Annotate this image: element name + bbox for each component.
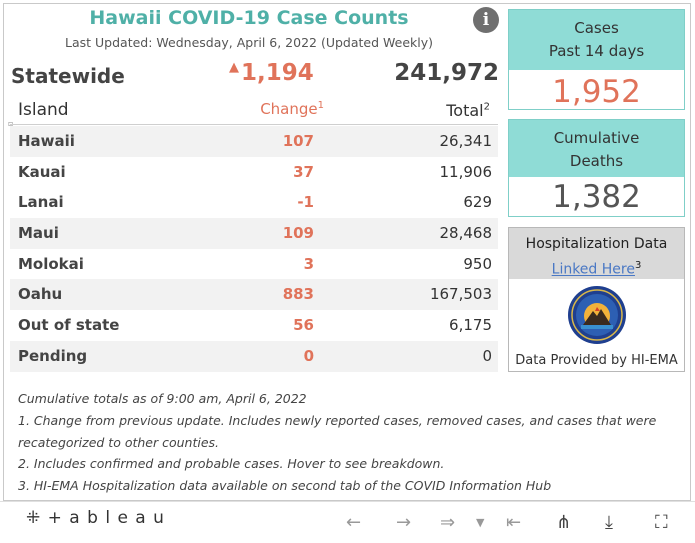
island-total: 0 [482, 346, 492, 365]
island-name: Lanai [18, 193, 64, 212]
statewide-change: ▲1,194 [229, 60, 314, 86]
redo-icon[interactable]: → [396, 512, 412, 533]
toolbar-divider [0, 501, 695, 502]
fullscreen-icon[interactable]: ⛶ [655, 512, 668, 533]
header-divider [10, 124, 498, 125]
hospitalization-header: Hospitalization Data Linked Here3 [509, 228, 684, 279]
cases-card-title: Cases [574, 19, 619, 37]
table-row[interactable]: Molokai 3 950 [10, 249, 498, 280]
island-name: Oahu [18, 285, 63, 304]
column-header-total-label: Total [446, 101, 484, 120]
table-row[interactable]: Lanai -1 629 [10, 187, 498, 218]
tableau-toolbar: ⁜ + a b l e a u ← → ⇒ ▼ ⇤ ⋔ ⤓ ⛶ [0, 502, 695, 543]
info-icon[interactable]: i [473, 7, 499, 33]
footnote-3-marker: 3 [634, 260, 642, 271]
footnote-1-marker: 1 [317, 100, 324, 111]
footnote-line: Cumulative totals as of 9:00 am, April 6… [18, 391, 307, 406]
island-change: 37 [293, 162, 314, 181]
undo-icon[interactable]: ← [346, 512, 362, 533]
tableau-logo[interactable]: ⁜ + a b l e a u [26, 508, 165, 528]
header-handle-icon: ▫ [8, 119, 13, 128]
cases-14-days-value: 1,952 [552, 74, 641, 110]
column-header-total: Total2 [446, 101, 490, 120]
statewide-change-value: 1,194 [241, 60, 314, 86]
deaths-card-title: Cumulative [553, 129, 640, 147]
island-change: 107 [282, 132, 314, 150]
island-change: 3 [303, 254, 314, 273]
dashboard-frame [3, 3, 691, 501]
table-row[interactable]: Out of state 56 6,175 [10, 310, 498, 341]
tableau-mark-icon: ⁜ [26, 508, 42, 528]
island-change: 56 [293, 316, 314, 335]
dashboard-title: Hawaii COVID-19 Case Counts [89, 7, 409, 29]
island-change: 883 [282, 285, 314, 304]
cases-card-header: Cases Past 14 days [509, 10, 684, 70]
island-total: 950 [463, 254, 492, 273]
hi-ema-seal-icon [568, 286, 626, 344]
island-name: Pending [18, 346, 88, 365]
island-change: 0 [303, 346, 314, 365]
footnote-2-marker: 2 [483, 101, 490, 113]
island-change: 109 [282, 224, 314, 243]
footnote-line: recategorized to other counties. [18, 434, 220, 450]
revert-dropdown-icon[interactable]: ▼ [476, 516, 485, 529]
statewide-total: 241,972 [394, 60, 499, 86]
cumulative-deaths-card: Cumulative Deaths 1,382 [508, 119, 685, 217]
up-arrow-icon: ▲ [229, 60, 239, 75]
table-row[interactable]: Hawaii 107 26,341 [10, 126, 498, 157]
column-header-island: Island [18, 100, 69, 120]
last-updated-text: Last Updated: Wednesday, April 6, 2022 (… [65, 35, 433, 50]
table-row[interactable]: Oahu 883 167,503 [10, 279, 498, 311]
cases-card-subtitle: Past 14 days [548, 42, 645, 60]
island-table: Hawaii 107 26,341 Kauai 37 11,906 Lanai … [10, 126, 498, 372]
tableau-wordmark: + a b l e a u [47, 508, 165, 528]
island-name: Out of state [18, 316, 120, 335]
footnote-line: 2. Includes confirmed and probable cases… [18, 456, 445, 472]
hospitalization-link[interactable]: Linked Here [551, 261, 635, 278]
island-change: -1 [297, 193, 314, 212]
island-name: Molokai [18, 254, 84, 273]
footnote-line: 3. HI-EMA Hospitalization data available… [18, 478, 552, 494]
island-total: 629 [463, 193, 492, 212]
island-total: 26,341 [439, 132, 493, 150]
download-icon[interactable]: ⤓ [605, 512, 613, 533]
island-name: Maui [18, 224, 59, 243]
island-name: Hawaii [18, 132, 75, 150]
island-name: Kauai [18, 162, 66, 181]
island-total: 167,503 [429, 285, 492, 304]
island-total: 11,906 [439, 162, 493, 181]
cases-14-days-card: Cases Past 14 days 1,952 [508, 9, 685, 110]
island-total: 6,175 [449, 316, 492, 335]
hospitalization-link-wrap: Linked Here3 [509, 255, 684, 281]
revert-icon[interactable]: ⇒ [440, 512, 456, 533]
hospitalization-card: Hospitalization Data Linked Here3 Data P… [508, 227, 685, 372]
table-row[interactable]: Maui 109 28,468 [10, 218, 498, 249]
hospitalization-title: Hospitalization Data [525, 236, 668, 252]
table-row[interactable]: Pending 0 0 [10, 340, 498, 372]
statewide-label: Statewide [11, 64, 125, 88]
column-header-change: Change1 [260, 100, 324, 118]
table-row[interactable]: Kauai 37 11,906 [10, 157, 498, 188]
footnote-line: 1. Change from previous update. Includes… [18, 412, 657, 428]
column-header-change-label: Change [260, 100, 318, 118]
data-provider-text: Data Provided by HI-EMA [515, 353, 678, 368]
deaths-card-header: Cumulative Deaths [509, 120, 684, 177]
island-total: 28,468 [439, 224, 493, 243]
reset-icon[interactable]: ⇤ [506, 512, 522, 533]
share-icon[interactable]: ⋔ [556, 512, 572, 533]
deaths-card-subtitle: Deaths [569, 152, 624, 170]
footnotes: Cumulative totals as of 9:00 am, April 6… [18, 388, 656, 497]
cumulative-deaths-value: 1,382 [552, 179, 641, 215]
